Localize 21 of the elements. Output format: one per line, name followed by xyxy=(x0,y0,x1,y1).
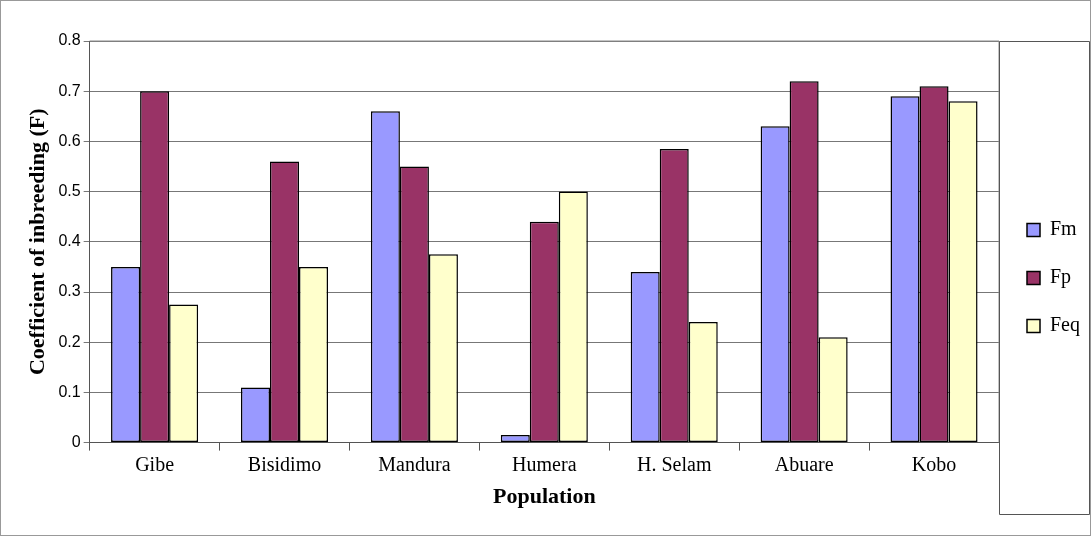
y-axis-title: Coefficient of inbreeding (F) xyxy=(23,108,49,376)
y-tick-label: 0 xyxy=(71,433,81,451)
y-tick-label: 0.6 xyxy=(58,131,81,149)
x-axis-title: Population xyxy=(492,483,596,509)
y-tick-label: 0.3 xyxy=(58,282,81,300)
x-tick-label: Bisidimo xyxy=(247,452,322,475)
x-tick-label: Kobo xyxy=(911,452,957,475)
legend-label: Feq xyxy=(1050,313,1080,337)
x-tick-label: Abuare xyxy=(774,452,834,475)
x-tick-label: Mandura xyxy=(378,452,451,475)
x-tick-label: Humera xyxy=(512,452,577,475)
y-tick-label: 0.2 xyxy=(58,332,81,350)
y-tick-label: 0.4 xyxy=(58,232,81,250)
x-tick-label: H. Selam xyxy=(637,452,712,475)
y-tick-label: 0.5 xyxy=(58,182,81,200)
y-tick-label: 0.7 xyxy=(58,81,81,99)
x-tick-label: Gibe xyxy=(135,452,175,475)
legend-label: Fm xyxy=(1050,217,1078,240)
y-tick-label: 0.8 xyxy=(58,31,81,49)
legend-label: Fp xyxy=(1050,265,1072,289)
y-tick-label: 0.1 xyxy=(58,382,81,400)
